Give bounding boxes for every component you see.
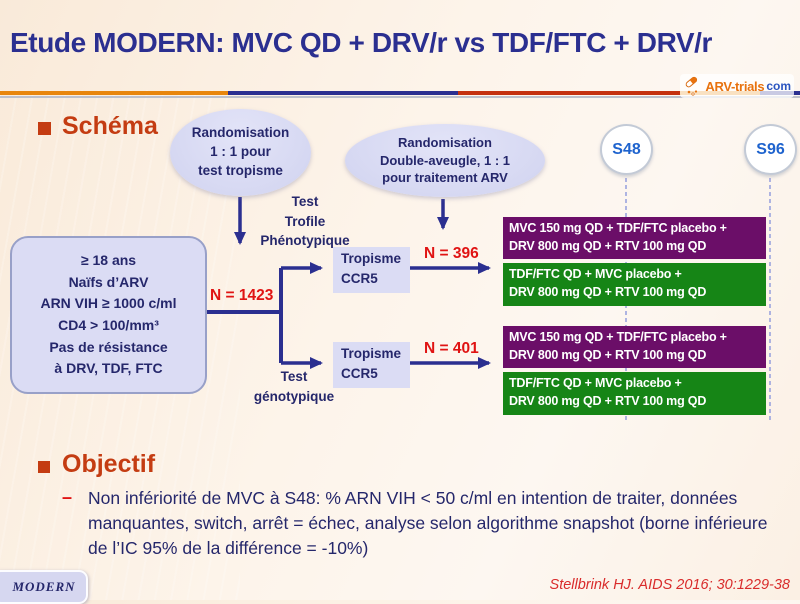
oval-line: 1 : 1 pour — [210, 144, 271, 160]
reference-citation: Stellbrink HJ. AIDS 2016; 30:1229-38 — [549, 577, 790, 593]
criteria-line: ≥ 18 ans — [80, 251, 137, 268]
objectif-dash: – — [62, 487, 73, 507]
oval-line: Randomisation — [398, 135, 492, 151]
n-396-label: N = 396 — [424, 245, 479, 262]
n-401-label: N = 401 — [424, 340, 479, 357]
criteria-line: ARN VIH ≥ 1000 c/ml — [40, 295, 177, 312]
oval-line: pour traitement ARV — [382, 170, 508, 186]
timepoint-s48: S48 — [600, 124, 653, 175]
arm-tdf-box-1: TDF/FTC QD + MVC placebo + DRV 800 mg QD… — [503, 263, 766, 306]
criteria-line: Naïfs d’ARV — [68, 273, 149, 290]
criteria-line: Pas de résistance — [49, 338, 168, 355]
inclusion-criteria-box: ≥ 18 ans Naïfs d’ARV ARN VIH ≥ 1000 c/ml… — [10, 236, 207, 394]
logo-brand-text: ARV-trials — [705, 78, 765, 94]
oval-line: test tropisme — [198, 162, 283, 178]
pill-capsule-icon — [686, 76, 698, 96]
header-divider-gray — [0, 96, 800, 98]
slide-title: Etude MODERN: MVC QD + DRV/r vs TDF/FTC … — [10, 27, 713, 58]
schema-heading: Schéma — [62, 112, 158, 140]
arm-mvc-box-1: MVC 150 mg QD + TDF/FTC placebo + DRV 80… — [503, 217, 766, 259]
criteria-line: CD4 > 100/mm³ — [58, 317, 159, 333]
criteria-line: à DRV, TDF, FTC — [54, 360, 163, 377]
schema-bullet-square — [38, 122, 51, 135]
timepoint-label: S48 — [612, 140, 641, 158]
objectif-heading: Objectif — [62, 450, 156, 478]
timepoint-label: S96 — [756, 140, 785, 158]
objectif-bullet-square — [38, 461, 50, 473]
oval-line: Randomisation — [191, 125, 290, 141]
objectif-text: Non infériorité de MVC à S48: % ARN VIH … — [88, 488, 768, 558]
arm-mvc-box-2: MVC 150 mg QD + TDF/FTC placebo + DRV 80… — [503, 326, 766, 368]
oval-line: Double-aveugle, 1 : 1 — [379, 152, 511, 168]
test-trofile-label: Test Trofile Phénotypique — [260, 194, 350, 249]
arm-tdf-box-2: TDF/FTC QD + MVC placebo + DRV 800 mg QD… — [503, 372, 766, 415]
logo-tld-text: com — [766, 79, 791, 93]
arv-trials-logo[interactable]: ARV-trials com — [680, 74, 794, 98]
timepoint-s96: S96 — [744, 124, 797, 175]
randomisation-tropisme-oval: Randomisation 1 : 1 pour test tropisme — [170, 109, 311, 196]
randomisation-arv-oval: Randomisation Double-aveugle, 1 : 1 pour… — [345, 124, 545, 197]
n-total-label: N = 1423 — [210, 287, 274, 304]
tropisme-ccr5-box-top: Tropisme CCR5 — [333, 247, 410, 293]
test-genotypique-label: Test génotypique — [253, 369, 335, 404]
tropisme-ccr5-box-bottom: Tropisme CCR5 — [333, 342, 410, 388]
